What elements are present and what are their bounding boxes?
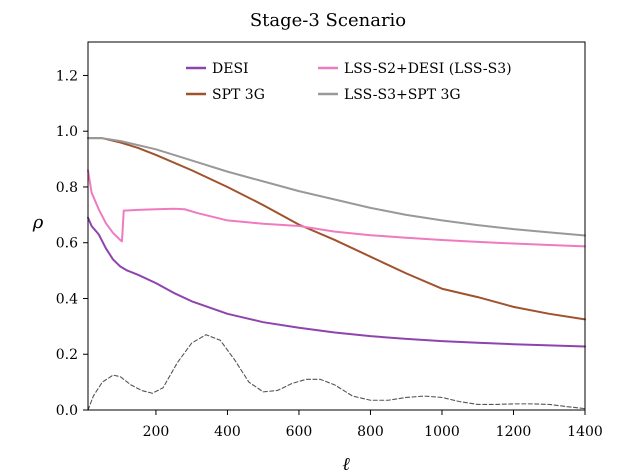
y-tick-label: 0.2 bbox=[56, 347, 78, 363]
series-line-lss-s3-spt-3g bbox=[87, 137, 586, 237]
series-line-dashed-reference bbox=[87, 334, 586, 411]
y-axis-label: ρ bbox=[32, 212, 44, 233]
x-tick-label: 400 bbox=[214, 424, 241, 440]
x-tick-label: 600 bbox=[286, 424, 313, 440]
x-axis: 200 400 600 800 1000 1200 1400 bbox=[143, 410, 603, 440]
plot-area bbox=[87, 137, 586, 411]
y-tick-label: 0.0 bbox=[56, 403, 78, 419]
y-tick-label: 0.4 bbox=[56, 291, 78, 307]
x-tick-label: 200 bbox=[143, 424, 170, 440]
series-line-spt-3g bbox=[87, 137, 586, 321]
legend-label: SPT 3G bbox=[212, 87, 265, 103]
legend-label: LSS-S2+DESI (LSS-S3) bbox=[344, 61, 512, 77]
y-tick-label: 0.6 bbox=[56, 236, 78, 252]
x-axis-label: ℓ bbox=[342, 454, 350, 475]
legend-label: DESI bbox=[212, 61, 249, 77]
x-tick-label: 800 bbox=[357, 424, 384, 440]
legend-label: LSS-S3+SPT 3G bbox=[344, 87, 461, 103]
x-tick-label: 1400 bbox=[567, 424, 603, 440]
plot-frame bbox=[87, 41, 586, 411]
series-line-desi bbox=[87, 216, 586, 348]
legend: DESI SPT 3G LSS-S2+DESI (LSS-S3) LSS-S3+SPT… bbox=[186, 61, 512, 103]
y-axis: 0.0 0.2 0.4 0.6 0.8 1.0 1.2 bbox=[56, 68, 88, 419]
y-tick-label: 1.0 bbox=[56, 124, 78, 140]
series-line-lss-s2-desi-lss-s3 bbox=[87, 169, 586, 248]
x-tick-label: 1000 bbox=[424, 424, 460, 440]
y-tick-label: 0.8 bbox=[56, 180, 78, 196]
y-tick-label: 1.2 bbox=[56, 68, 78, 84]
chart-title: Stage-3 Scenario bbox=[250, 10, 406, 31]
x-tick-label: 1200 bbox=[496, 424, 532, 440]
